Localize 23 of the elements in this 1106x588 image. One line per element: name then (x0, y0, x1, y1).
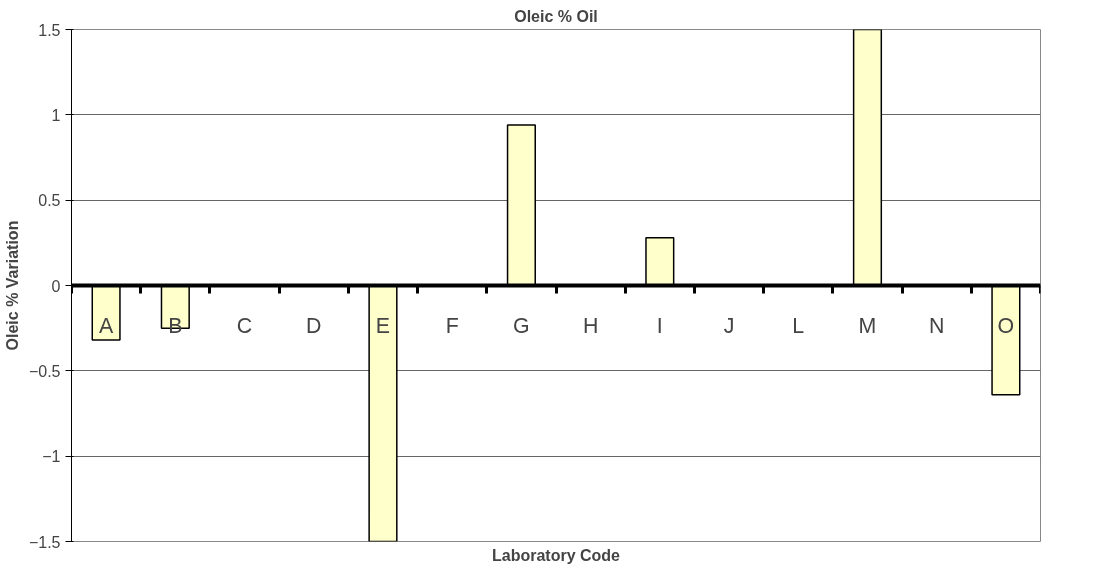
x-tick-label: I (656, 313, 663, 338)
y-tick-label: 1.5 (38, 21, 61, 39)
x-tick-label: D (306, 313, 322, 338)
x-tick-label: N (928, 313, 945, 338)
x-tick-label: H (582, 313, 599, 338)
x-tick-label: L (792, 313, 805, 338)
x-tick-label: M (858, 313, 877, 338)
y-axis-title: Oleic % Variation (3, 220, 21, 351)
y-tick-label: −0.5 (28, 362, 61, 380)
x-tick-label: G (513, 313, 530, 338)
x-tick-label: O (997, 313, 1015, 338)
chart-title: Oleic % Oil (514, 7, 598, 25)
x-tick-label: C (236, 313, 253, 338)
x-tick-label: A (98, 313, 114, 338)
x-tick-label: F (445, 313, 459, 338)
x-tick-label: E (375, 313, 391, 338)
x-tick-label: J (723, 313, 735, 338)
y-tick-label: 0.5 (38, 192, 61, 210)
y-tick-label: 1 (51, 106, 61, 124)
y-tick-label: −1.5 (28, 533, 61, 551)
y-tick-label: −1 (42, 448, 61, 466)
x-axis-title: Laboratory Code (491, 546, 621, 564)
y-tick-label: 0 (51, 277, 61, 295)
